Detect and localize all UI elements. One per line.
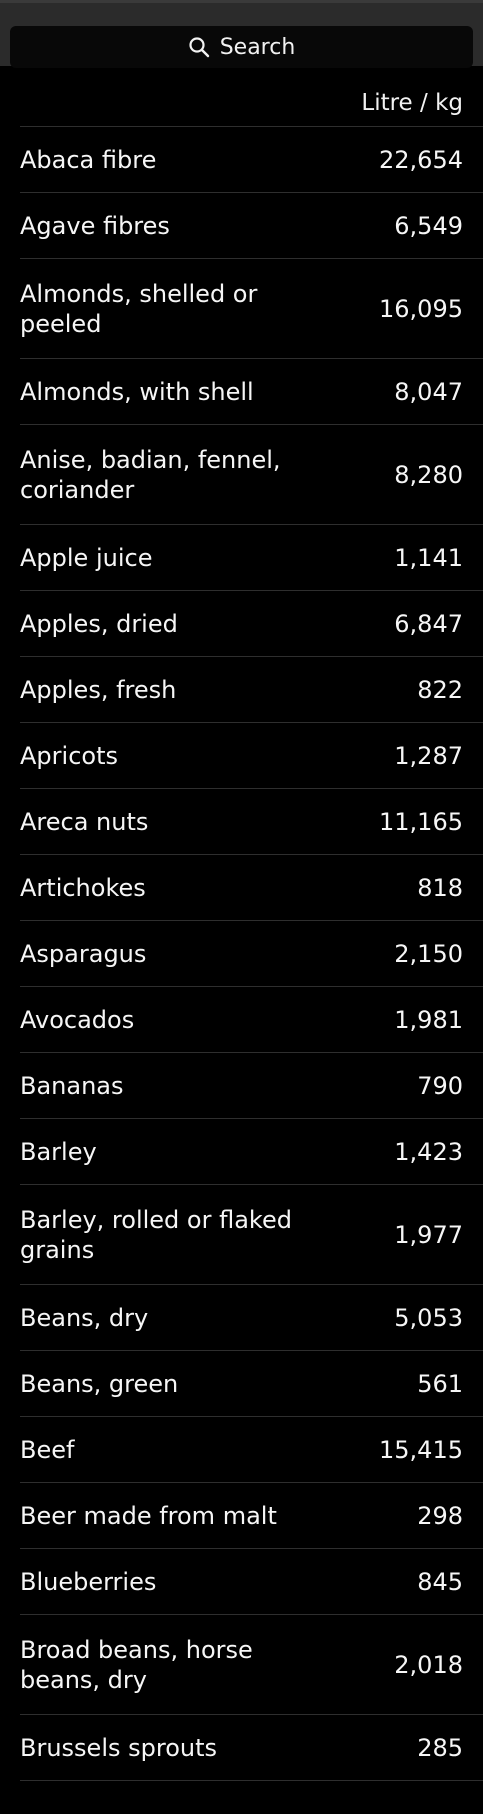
list-item[interactable]: Asparagus 2,150 [20, 921, 483, 987]
item-name: Abaca fibre [20, 145, 157, 174]
item-name: Barley, rolled or flaked grains [20, 1205, 292, 1264]
item-name: Broad beans, horse beans, dry [20, 1635, 253, 1694]
list-item[interactable]: Almonds, shelled or peeled 16,095 [20, 259, 483, 359]
search-input[interactable]: Search [10, 26, 473, 68]
item-name: Apple juice [20, 543, 153, 572]
list-item[interactable]: Anise, badian, fennel, coriander 8,280 [20, 425, 483, 525]
column-header: Litre / kg [20, 66, 483, 127]
list-item[interactable]: Areca nuts 11,165 [20, 789, 483, 855]
item-value: 8,280 [394, 460, 463, 489]
list-item[interactable]: Beer made from malt 298 [20, 1483, 483, 1549]
item-name: Asparagus [20, 939, 147, 968]
list-item[interactable]: Barley, rolled or flaked grains 1,977 [20, 1185, 483, 1285]
list-item[interactable]: Artichokes 818 [20, 855, 483, 921]
list-item[interactable]: Apples, dried 6,847 [20, 591, 483, 657]
list-item[interactable]: Apples, fresh 822 [20, 657, 483, 723]
item-value: 818 [417, 873, 463, 902]
item-name: Almonds, with shell [20, 377, 254, 406]
item-value: 6,847 [394, 609, 463, 638]
item-name: Areca nuts [20, 807, 149, 836]
list-item[interactable]: Apple juice 1,141 [20, 525, 483, 591]
item-name: Bananas [20, 1071, 124, 1100]
item-name: Brussels sprouts [20, 1733, 218, 1762]
item-name: Apples, fresh [20, 675, 177, 704]
item-name: Beans, dry [20, 1303, 149, 1332]
item-value: 1,981 [394, 1005, 463, 1034]
item-name: Beef [20, 1435, 75, 1464]
search-placeholder: Search [219, 34, 296, 60]
item-name: Beans, green [20, 1369, 179, 1398]
water-footprint-list: Abaca fibre 22,654 Agave fibres 6,549 Al… [0, 127, 483, 1781]
item-value: 298 [417, 1501, 463, 1530]
item-name: Artichokes [20, 873, 146, 902]
item-name: Beer made from malt [20, 1501, 277, 1530]
list-item[interactable]: Bananas 790 [20, 1053, 483, 1119]
item-value: 1,977 [394, 1220, 463, 1249]
item-value: 8,047 [394, 377, 463, 406]
item-value: 285 [417, 1733, 463, 1762]
search-bar: Search [0, 0, 483, 68]
item-value: 845 [417, 1567, 463, 1596]
list-item[interactable]: Beans, dry 5,053 [20, 1285, 483, 1351]
item-value: 15,415 [379, 1435, 463, 1464]
item-name: Apples, dried [20, 609, 178, 638]
item-value: 1,287 [394, 741, 463, 770]
list-item[interactable]: Apricots 1,287 [20, 723, 483, 789]
item-value: 16,095 [379, 294, 463, 323]
item-value: 561 [417, 1369, 463, 1398]
list-item[interactable]: Barley 1,423 [20, 1119, 483, 1185]
item-name: Agave fibres [20, 211, 170, 240]
item-value: 11,165 [379, 807, 463, 836]
item-name: Apricots [20, 741, 118, 770]
item-value: 5,053 [394, 1303, 463, 1332]
list-item[interactable]: Avocados 1,981 [20, 987, 483, 1053]
item-name: Avocados [20, 1005, 135, 1034]
item-value: 1,141 [394, 543, 463, 572]
list-item[interactable]: Beef 15,415 [20, 1417, 483, 1483]
item-value: 2,150 [394, 939, 463, 968]
item-value: 22,654 [379, 145, 463, 174]
list-item[interactable]: Beans, green 561 [20, 1351, 483, 1417]
item-value: 822 [417, 675, 463, 704]
item-value: 1,423 [394, 1137, 463, 1166]
search-icon [189, 37, 209, 58]
list-item[interactable]: Abaca fibre 22,654 [20, 127, 483, 193]
item-name: Anise, badian, fennel, coriander [20, 445, 281, 504]
list-item[interactable]: Broad beans, horse beans, dry 2,018 [20, 1615, 483, 1715]
item-name: Barley [20, 1137, 97, 1166]
list-item[interactable]: Blueberries 845 [20, 1549, 483, 1615]
list-item[interactable]: Almonds, with shell 8,047 [20, 359, 483, 425]
list-item[interactable]: Agave fibres 6,549 [20, 193, 483, 259]
item-name: Blueberries [20, 1567, 157, 1596]
item-value: 6,549 [394, 211, 463, 240]
item-value: 2,018 [394, 1650, 463, 1679]
item-name: Almonds, shelled or peeled [20, 279, 258, 338]
list-item[interactable]: Brussels sprouts 285 [20, 1715, 483, 1781]
column-header-label: Litre / kg [361, 90, 463, 116]
item-value: 790 [417, 1071, 463, 1100]
